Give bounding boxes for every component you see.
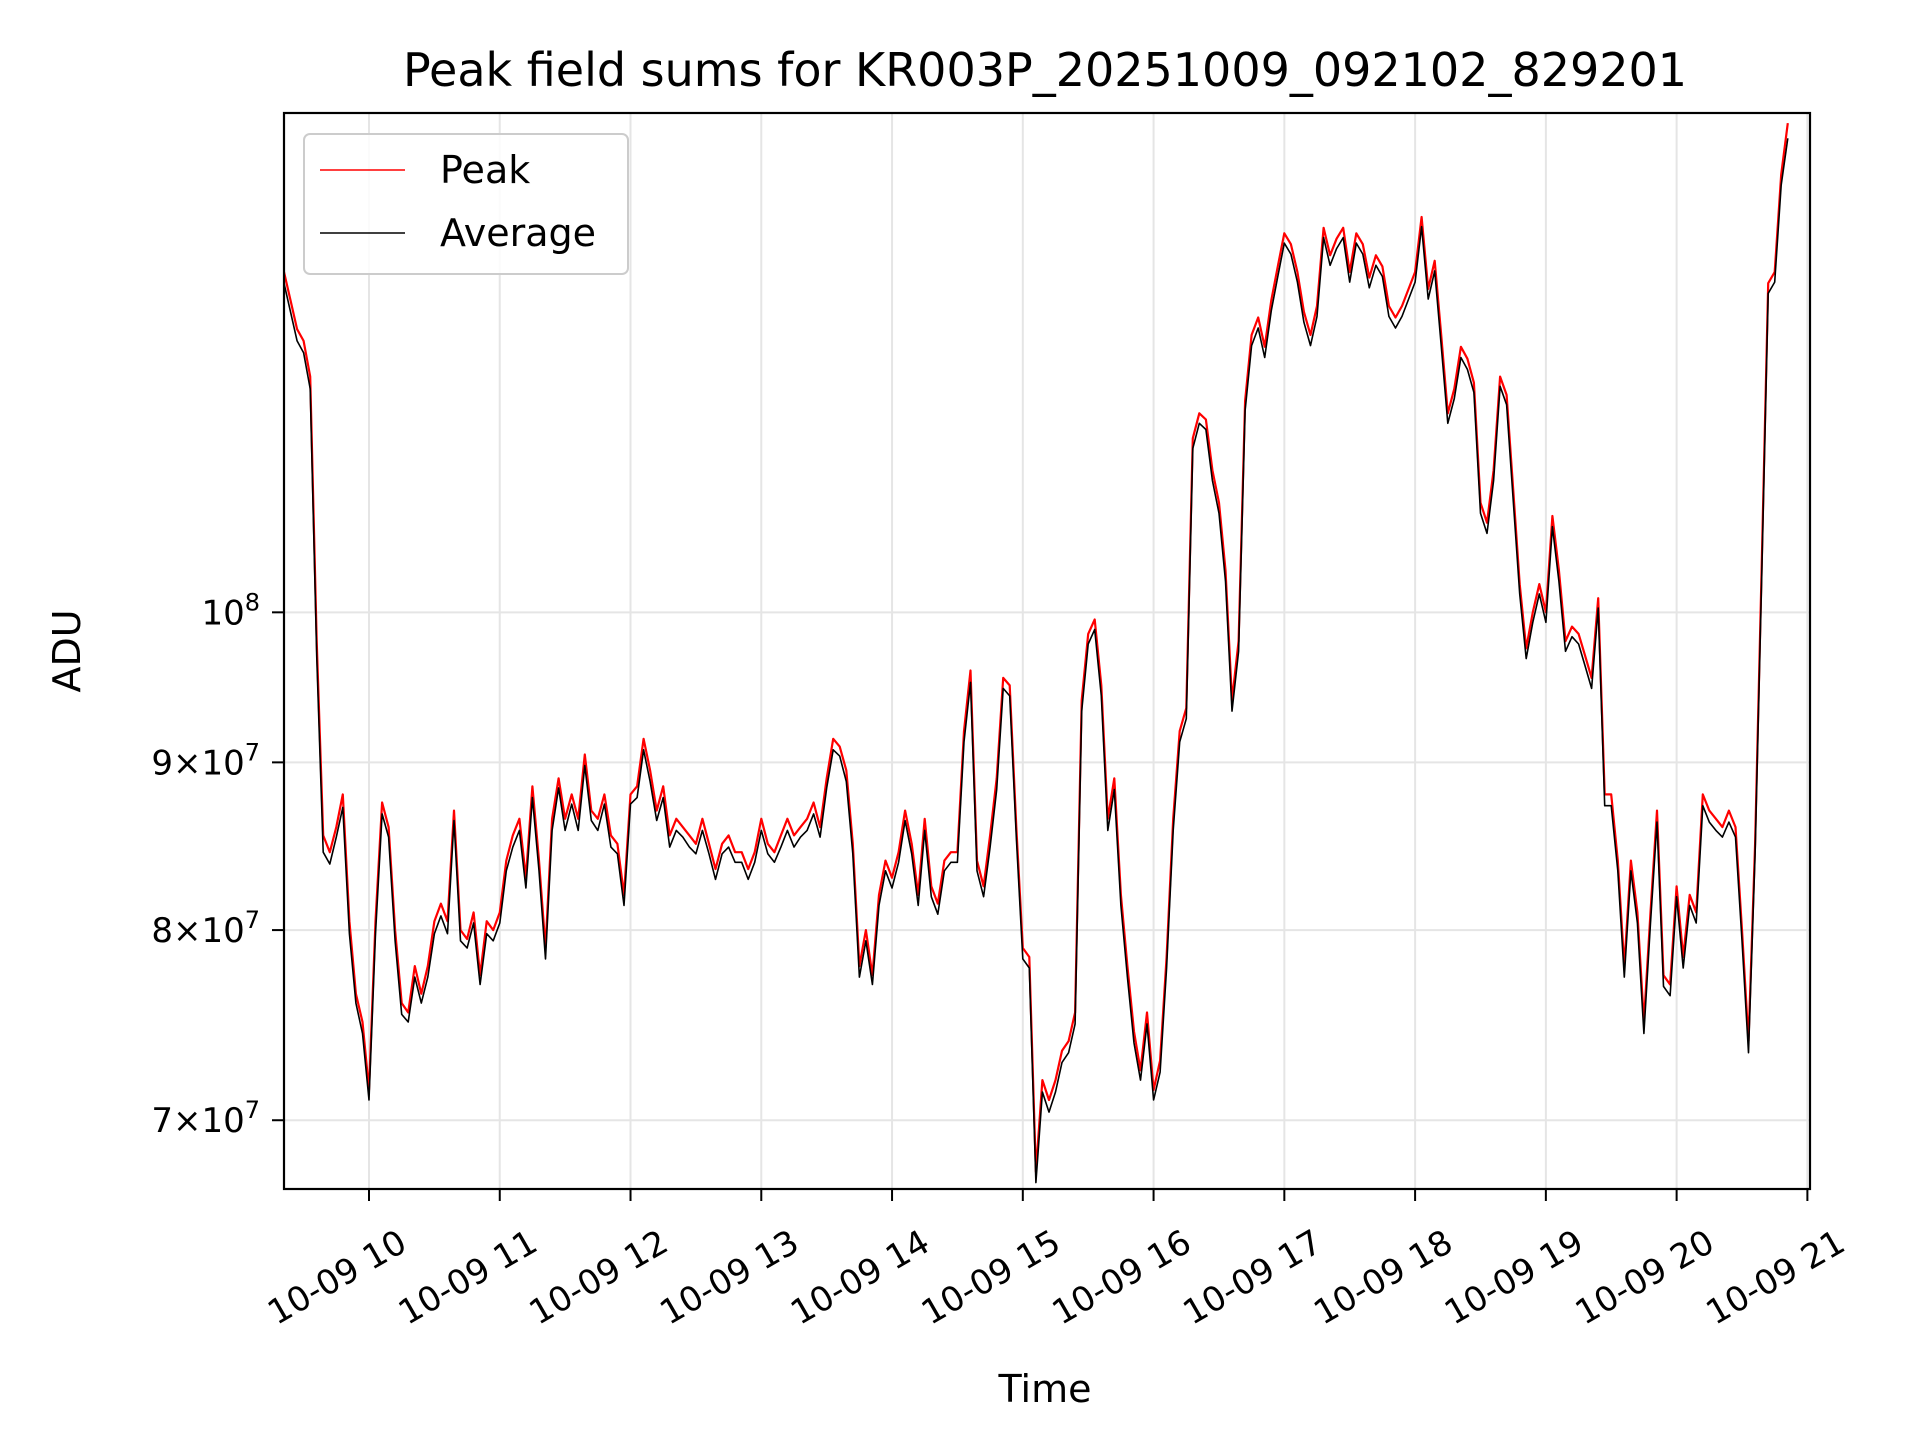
series-layer — [284, 122, 1789, 1184]
legend-label-peak: Peak — [440, 148, 530, 192]
legend: Peak Average — [303, 133, 629, 275]
grid-layer — [284, 113, 1810, 1189]
y-axis-ticks: 7×107 8×107 9×107 108 — [151, 588, 284, 1141]
plot-frame — [282, 111, 1812, 1191]
y-tick-label: 7×107 — [151, 1096, 260, 1141]
y-tick-label: 8×107 — [151, 906, 260, 951]
series-line-average — [284, 138, 1789, 1184]
chart-title: Peak field sums for KR003P_20251009_0921… — [403, 43, 1687, 97]
legend-label-average: Average — [440, 211, 596, 255]
y-tick-label: 108 — [201, 588, 260, 633]
legend-box — [303, 133, 629, 275]
y-tick-label: 9×107 — [151, 738, 260, 783]
x-axis-label: Time — [998, 1367, 1092, 1411]
y-axis-label: ADU — [45, 609, 89, 692]
